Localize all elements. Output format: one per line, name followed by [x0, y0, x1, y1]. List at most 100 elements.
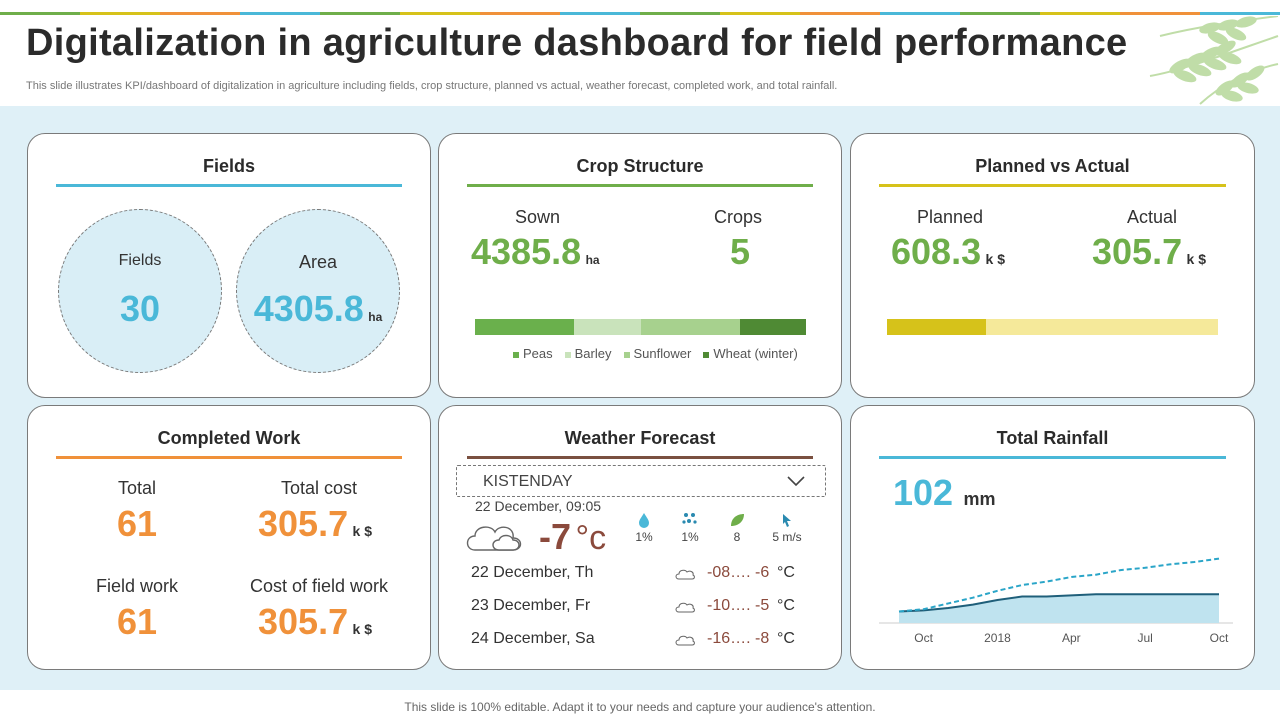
crop-structure-card: Crop Structure Sown 4385.8 ha Crops 5 Pe… [438, 133, 842, 398]
rainfall-actual-line [898, 593, 1219, 613]
total-label: Total [117, 478, 157, 498]
field-work-label: Field work [95, 576, 179, 596]
fields-count-circle: Fields 30 [58, 209, 222, 373]
weather-stat: 1% [624, 512, 664, 544]
completed-work-title-rule [56, 456, 402, 459]
cloud-icon [466, 526, 522, 551]
weather-stat-value: 8 [733, 530, 741, 544]
forecast-temperature-range: -10…. -5 [707, 597, 770, 614]
total-rainfall-title-rule [879, 456, 1226, 459]
weather-stat: 5 m/s [767, 512, 807, 544]
field-work-value: 61 [116, 601, 158, 642]
sown-unit: ha [585, 253, 600, 267]
weather-stat: 1% [670, 512, 710, 544]
forecast-date: 23 December, Fr [471, 597, 591, 614]
legend-label: Peas [523, 346, 553, 361]
weather-forecast-card: Weather Forecast KISTENDAY 22 December, … [438, 405, 842, 670]
legend-swatch [564, 351, 571, 358]
total-cost-value: 305.7 [258, 503, 349, 544]
actual-value: 305.7 [1092, 231, 1183, 272]
sown-value: 4385.8 [471, 231, 582, 272]
crops-value: 5 [730, 231, 751, 272]
forecast-date: 22 December, Th [471, 564, 594, 581]
x-tick-label: Jul [1137, 631, 1152, 645]
field-cost-value: 305.7 [258, 601, 349, 642]
page-subtitle: This slide illustrates KPI/dashboard of … [26, 80, 838, 92]
forecast-temperature-unit: °C [777, 597, 795, 614]
crop-structure-bar [475, 319, 806, 335]
planned-actual-progress-fill [887, 319, 987, 335]
forecast-row: 24 December, Sa -16…. -8 °C [471, 630, 811, 652]
total-cost-label: Total cost [280, 478, 358, 498]
slide-header: Digitalization in agriculture dashboard … [0, 0, 1280, 106]
forecast-date: 24 December, Sa [471, 630, 595, 647]
location-select[interactable]: KISTENDAY [456, 465, 826, 497]
legend-swatch [513, 351, 519, 358]
planned-vs-actual-title: Planned vs Actual [975, 156, 1130, 176]
current-temperature: -7 [539, 516, 572, 557]
sown-value-group: 4385.8 ha [471, 231, 600, 273]
planned-value: 608.3 [891, 231, 982, 272]
area-circle: Area 4305.8 ha [236, 209, 400, 373]
area-value: 4305.8 [253, 288, 364, 329]
planned-unit: k $ [985, 251, 1006, 267]
field-cost-unit: k $ [352, 621, 373, 637]
footer-note: This slide is 100% editable. Adapt it to… [0, 690, 1280, 720]
forecast-row: 23 December, Fr -10…. -5 °C [471, 597, 811, 619]
forecast-temperature-unit: °C [777, 630, 795, 647]
legend-swatch [703, 351, 710, 358]
current-temperature-group: -7 °c [539, 516, 606, 558]
drop-icon [624, 512, 664, 530]
page-title: Digitalization in agriculture dashboard … [26, 22, 1128, 64]
rainfall-area-series [899, 594, 1219, 623]
crop-structure-title-rule [467, 184, 813, 187]
actual-value-group: 305.7 k $ [1092, 231, 1206, 273]
rainfall-forecast-line [898, 557, 1220, 613]
rainfall-chart: Oct 2018 Apr Jul Oct [879, 557, 1233, 645]
completed-work-title: Completed Work [157, 428, 301, 448]
rainfall-value: 102 [893, 472, 954, 513]
total-cost-value-group: 305.7 k $ [258, 503, 372, 545]
crop-legend-item: Sunflower [623, 346, 691, 361]
current-date-time: 22 December, 09:05 [475, 498, 602, 514]
fields-count-label: Fields [118, 252, 162, 269]
sown-label: Sown [515, 207, 561, 227]
small-cloud-icon [675, 569, 695, 580]
area-label: Area [298, 252, 338, 272]
total-cost-unit: k $ [352, 523, 373, 539]
small-cloud-icon [675, 635, 695, 646]
wind-arrow-icon [767, 512, 807, 530]
crop-legend: Peas Barley Sunflower Wheat (winter) [513, 346, 798, 361]
fields-card: Fields Fields 30 Area 4305.8 ha [27, 133, 431, 398]
x-tick-label: Apr [1062, 631, 1081, 645]
crop-segment-wheat-winter [739, 319, 806, 335]
planned-vs-actual-card: Planned vs Actual Planned 608.3 k $ Actu… [850, 133, 1255, 398]
planned-vs-actual-title-rule [879, 184, 1226, 187]
rainfall-value-group: 102 mm [893, 472, 996, 514]
fields-title-rule [56, 184, 402, 187]
total-rainfall-card: Total Rainfall 102 mm Oct 2018 Apr Jul Oct [850, 405, 1255, 670]
weather-stat: 8 [717, 512, 757, 544]
dashboard-area: Fields Fields 30 Area 4305.8 ha Crop Str… [0, 106, 1280, 690]
current-temperature-unit: °c [575, 519, 607, 557]
crop-segment-sunflower [640, 319, 740, 335]
fields-count-value: 30 [119, 288, 161, 329]
area-value-group: 4305.8 ha [237, 288, 399, 330]
planned-value-group: 608.3 k $ [891, 231, 1005, 273]
crop-legend-item: Peas [513, 346, 553, 361]
crop-segment-peas [475, 319, 575, 335]
forecast-temperature-unit: °C [777, 564, 795, 581]
wheat-icon [1149, 16, 1279, 105]
top-color-stripe [0, 12, 1280, 15]
crop-structure-title: Crop Structure [576, 156, 704, 176]
crop-legend-item: Wheat (winter) [703, 346, 798, 361]
weather-forecast-title: Weather Forecast [564, 428, 716, 448]
crop-segment-barley [574, 319, 641, 335]
field-cost-label: Cost of field work [249, 576, 389, 596]
actual-label: Actual [1127, 207, 1178, 227]
actual-unit: k $ [1186, 251, 1207, 267]
planned-label: Planned [917, 207, 984, 227]
forecast-row: 22 December, Th -08…. -6 °C [471, 564, 811, 586]
weather-stat-value: 1% [681, 530, 699, 544]
weather-forecast-title-rule [467, 456, 813, 459]
